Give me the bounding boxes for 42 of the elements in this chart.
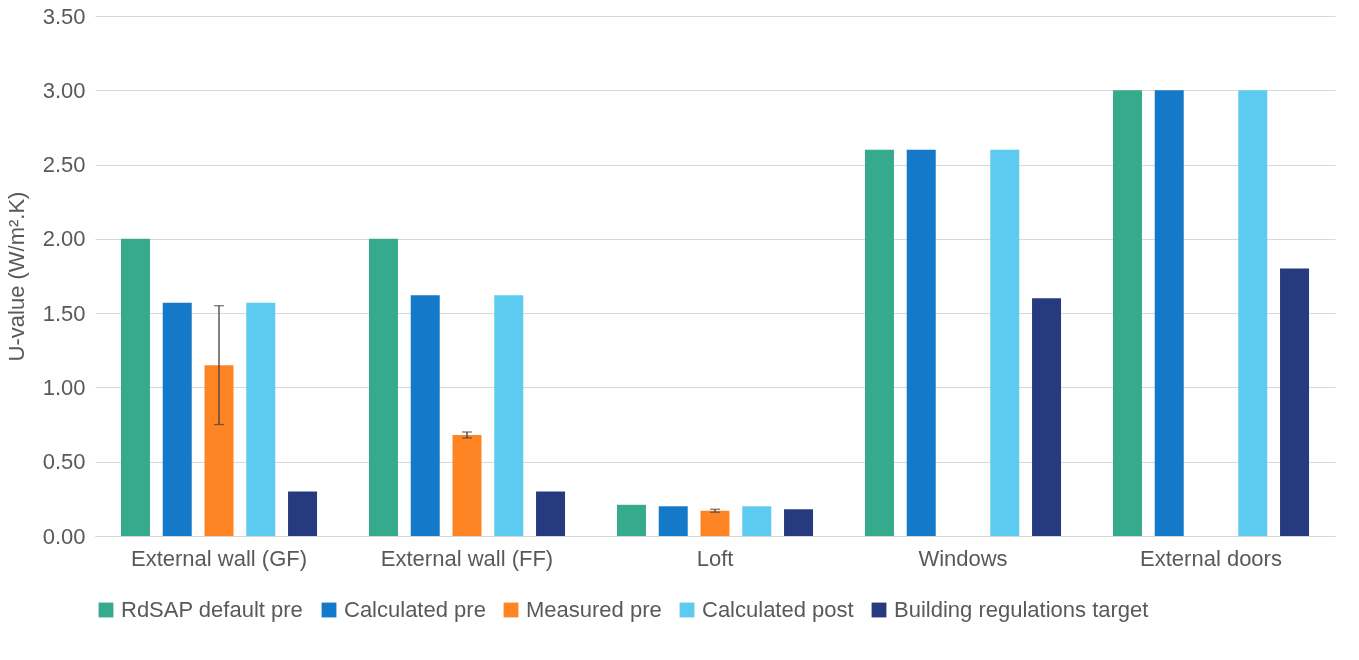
legend-label: Calculated post bbox=[702, 597, 854, 622]
y-tick-label: 1.00 bbox=[42, 374, 86, 400]
bar bbox=[990, 149, 1020, 536]
x-tick-label: External wall (GF) bbox=[130, 545, 308, 571]
legend-label: RdSAP default pre bbox=[121, 597, 303, 622]
bar bbox=[742, 506, 772, 536]
x-tick-label: Loft bbox=[696, 545, 734, 571]
y-tick-label: 2.50 bbox=[42, 152, 86, 178]
bar bbox=[246, 302, 276, 536]
bar bbox=[616, 504, 646, 536]
bar bbox=[288, 491, 318, 536]
bar bbox=[162, 302, 192, 536]
bar bbox=[1280, 268, 1310, 536]
bar bbox=[658, 506, 688, 536]
bar bbox=[452, 434, 482, 536]
bar bbox=[1238, 90, 1268, 536]
bar bbox=[906, 149, 936, 536]
y-tick-label: 1.50 bbox=[42, 300, 86, 326]
bar bbox=[700, 510, 730, 536]
bar bbox=[1154, 90, 1184, 536]
y-tick-label: 0.00 bbox=[42, 523, 86, 549]
y-tick-label: 2.00 bbox=[42, 226, 86, 252]
y-axis-title: U-value (W/m².K) bbox=[3, 191, 29, 362]
bar bbox=[864, 149, 894, 536]
bar bbox=[204, 365, 234, 536]
legend-label: Measured pre bbox=[526, 597, 662, 622]
bar bbox=[368, 238, 398, 536]
y-tick-label: 3.50 bbox=[42, 3, 86, 29]
y-tick-label: 0.50 bbox=[42, 449, 86, 475]
bar bbox=[410, 295, 440, 536]
bar bbox=[1032, 298, 1062, 536]
x-tick-label: External doors bbox=[1140, 545, 1282, 571]
bar bbox=[494, 295, 524, 536]
x-tick-label: Windows bbox=[918, 545, 1008, 571]
legend-label: Building regulations target bbox=[894, 597, 1149, 622]
bar bbox=[1112, 90, 1142, 536]
bar bbox=[536, 491, 566, 536]
y-tick-label: 3.00 bbox=[42, 77, 86, 103]
x-tick-label: External wall (FF) bbox=[380, 545, 554, 571]
legend-label: Calculated pre bbox=[344, 597, 486, 622]
bar bbox=[120, 238, 150, 536]
bar bbox=[784, 509, 814, 536]
